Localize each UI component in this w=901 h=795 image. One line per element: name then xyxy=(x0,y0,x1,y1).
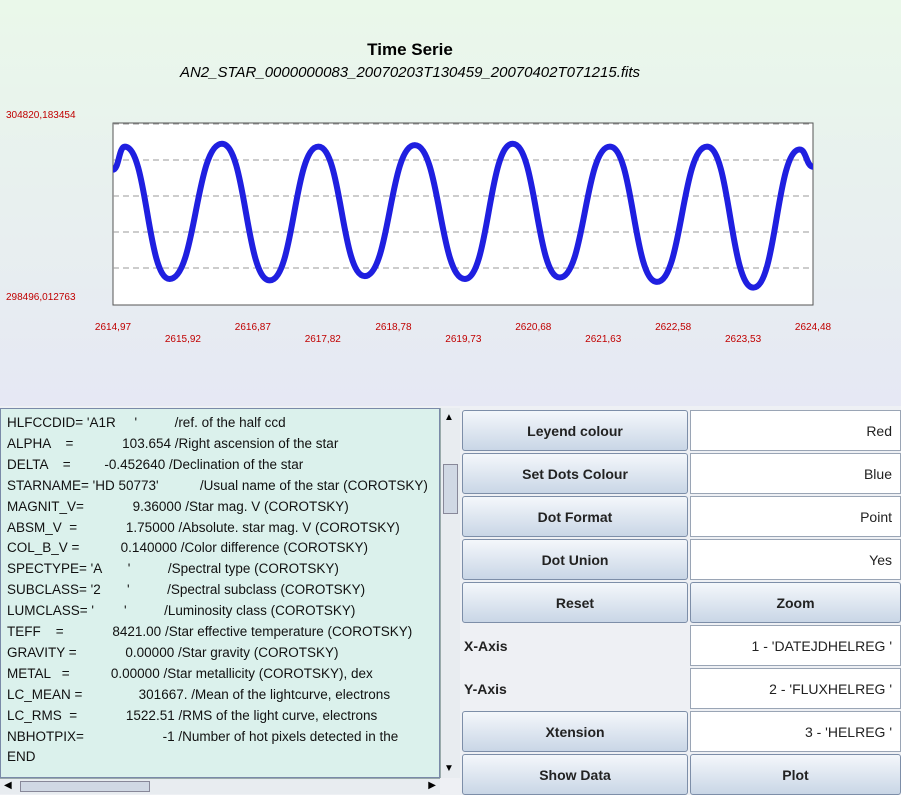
x-tick-label: 2615,92 xyxy=(165,334,202,345)
button[interactable]: Xtension xyxy=(462,711,688,752)
plot-panel: Time Serie AN2_STAR_0000000083_20070203T… xyxy=(0,0,901,406)
horizontal-scrollbar[interactable]: ◀ ▶ xyxy=(0,778,440,794)
vertical-scrollbar[interactable]: ▲ ▼ xyxy=(440,408,460,778)
header-text-area[interactable]: HLFCCDID= 'A1R ' /ref. of the half ccd AL… xyxy=(0,408,440,778)
header-line: SUBCLASS= '2 ' /Spectral subclass (COROT… xyxy=(7,582,366,598)
header-line: DELTA = -0.452640 /Declination of the st… xyxy=(7,456,304,472)
button[interactable]: Show Data xyxy=(462,754,688,795)
header-line: STARNAME= 'HD 50773' /Usual name of the … xyxy=(7,477,428,493)
chart-subtitle: AN2_STAR_0000000083_20070203T130459_2007… xyxy=(179,64,641,81)
y-tick-label: 298496,012763 xyxy=(6,292,76,303)
x-tick-label: 2618,78 xyxy=(375,322,412,333)
button[interactable]: Zoom xyxy=(690,582,901,623)
x-tick-label: 2622,58 xyxy=(655,322,692,333)
button[interactable]: Reset xyxy=(462,582,688,623)
y-tick-label: 304820,183454 xyxy=(6,110,76,121)
header-line: LUMCLASS= ' ' /Luminosity class (COROTSK… xyxy=(7,603,356,619)
axis-label: X-Axis xyxy=(464,637,508,654)
header-line: MAGNIT_V= 9.36000 /Star mag. V (COROTSKY… xyxy=(7,498,349,514)
button[interactable]: Leyend colour xyxy=(462,410,688,451)
header-line: HLFCCDID= 'A1R ' /ref. of the half ccd xyxy=(7,415,286,430)
x-tick-label: 2616,87 xyxy=(235,322,272,333)
button[interactable]: Dot Format xyxy=(462,496,688,537)
combo-field[interactable]: Red xyxy=(690,410,901,451)
combo-field[interactable]: 1 - 'DATEJDHELREG ' xyxy=(690,625,901,666)
x-tick-label: 2623,53 xyxy=(725,334,762,345)
scroll-thumb[interactable] xyxy=(20,781,150,792)
header-line: TEFF = 8421.00 /Star effective temperatu… xyxy=(7,624,413,639)
button[interactable]: Dot Union xyxy=(462,539,688,580)
header-line: END xyxy=(7,749,36,765)
x-tick-label: 2620,68 xyxy=(515,322,552,333)
header-line: ABSM_V = 1.75000 /Absolute. star mag. V … xyxy=(7,519,400,535)
header-line: SPECTYPE= 'A ' /Spectral type (COROTSKY) xyxy=(7,561,339,577)
scroll-thumb[interactable] xyxy=(443,464,458,514)
x-tick-label: 2614,97 xyxy=(95,322,132,333)
combo-field[interactable]: Yes xyxy=(690,539,901,580)
button[interactable]: Set Dots Colour xyxy=(462,453,688,494)
header-line: ALPHA = 103.654 /Right ascension of the … xyxy=(7,435,339,451)
combo-field[interactable]: 3 - 'HELREG ' xyxy=(690,711,901,752)
x-tick-label: 2619,73 xyxy=(445,334,482,345)
combo-field[interactable]: Point xyxy=(690,496,901,537)
header-line: COL_B_V = 0.140000 /Color difference (CO… xyxy=(7,540,369,556)
x-tick-label: 2621,63 xyxy=(585,334,622,345)
header-line: METAL = 0.00000 /Star metallicity (COROT… xyxy=(7,665,373,681)
header-line: LC_MEAN = 301667. /Mean of the lightcurv… xyxy=(7,686,391,702)
series-line xyxy=(111,140,814,291)
header-line: GRAVITY = 0.00000 /Star gravity (COROTSK… xyxy=(7,644,339,660)
axis-label: Y-Axis xyxy=(464,680,507,697)
combo-field[interactable]: 2 - 'FLUXHELREG ' xyxy=(690,668,901,709)
x-tick-label: 2617,82 xyxy=(305,334,342,345)
button[interactable]: Plot xyxy=(690,754,901,795)
chart: Time Serie AN2_STAR_0000000083_20070203T… xyxy=(6,40,832,345)
header-line: LC_RMS = 1522.51 /RMS of the light curve… xyxy=(7,707,378,723)
x-tick-label: 2624,48 xyxy=(795,322,832,333)
header-line: NBHOTPIX= -1 /Number of hot pixels detec… xyxy=(7,728,399,744)
chart-title: Time Serie xyxy=(367,40,453,59)
combo-field[interactable]: Blue xyxy=(690,453,901,494)
